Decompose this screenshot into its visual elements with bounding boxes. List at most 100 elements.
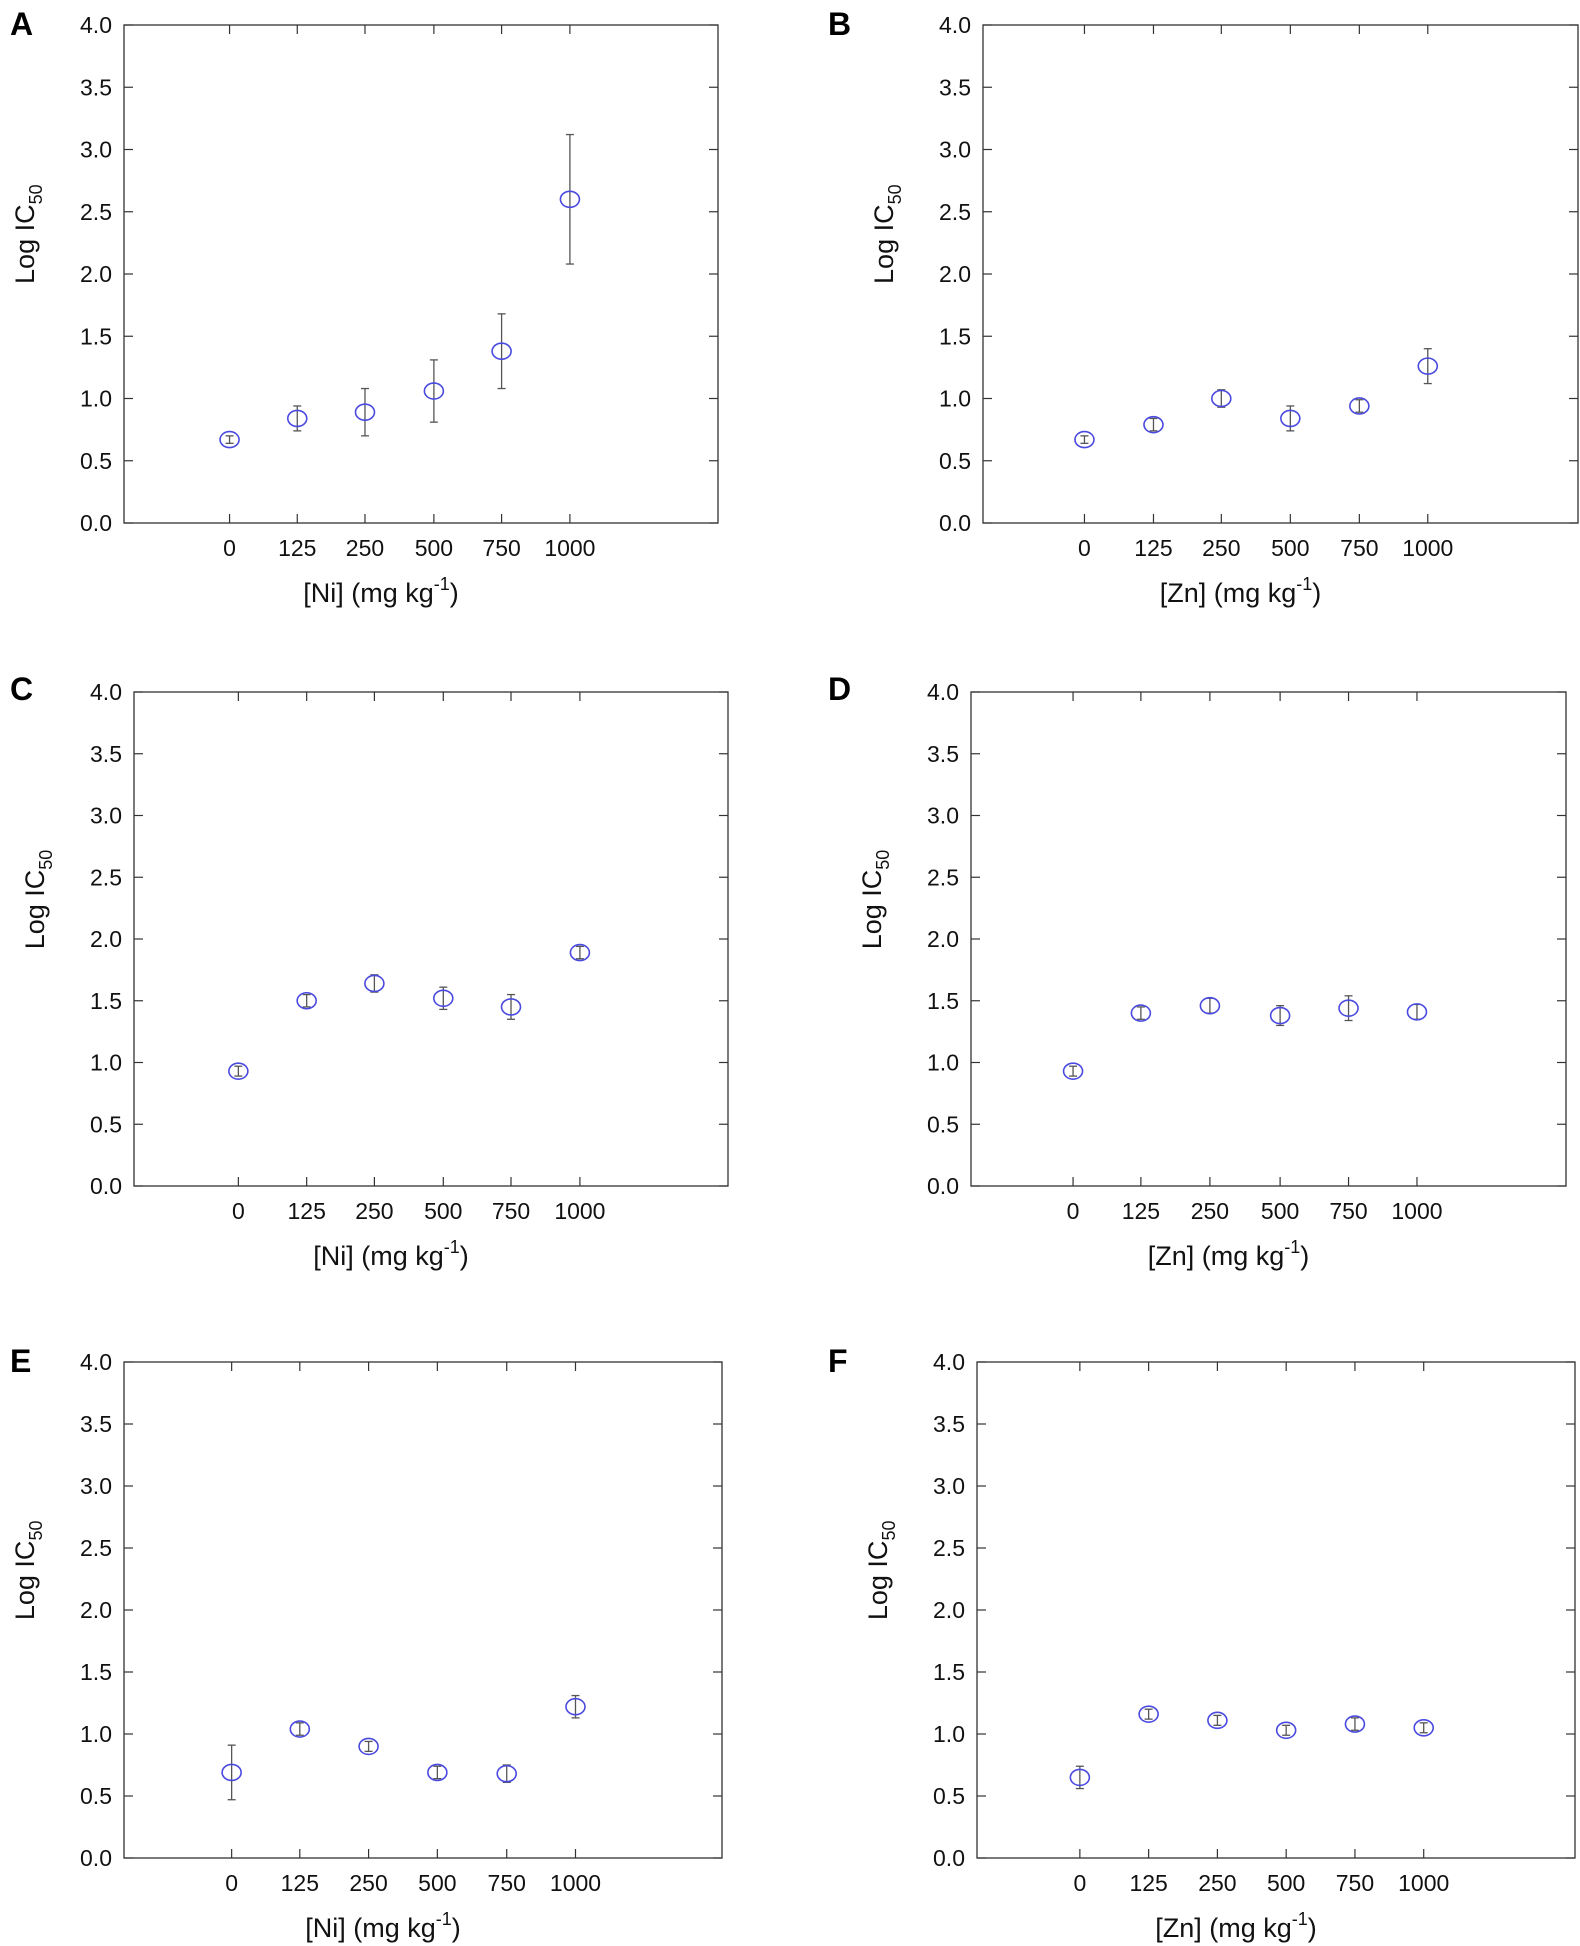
y-tick-label: 0.0: [933, 1845, 965, 1871]
y-axis-label-sub: 50: [885, 184, 905, 204]
x-axis-label-sup: -1: [1284, 1237, 1300, 1257]
x-tick-label: 1000: [544, 535, 595, 561]
x-tick-label: 0: [223, 535, 236, 561]
y-axis-label-sub: 50: [36, 850, 56, 870]
y-tick-label: 3.5: [90, 741, 122, 767]
x-tick-label: 500: [1267, 1870, 1305, 1896]
x-axis-label: [Ni] (mg kg-1): [313, 1237, 469, 1271]
y-axis-label-sub: 50: [26, 1521, 46, 1541]
y-tick-label: 4.0: [90, 679, 122, 705]
data-point: [1211, 389, 1232, 408]
data-point: [1062, 1062, 1084, 1080]
y-axis-label-main: Log IC: [863, 1541, 893, 1621]
x-tick-label: 750: [488, 1870, 526, 1896]
plot-frame: [976, 1361, 1576, 1859]
y-tick-label: 0.0: [80, 510, 112, 536]
x-axis-label-main: [Ni] (mg kg: [305, 1913, 436, 1943]
y-axis-label: Log IC50: [857, 850, 893, 950]
y-tick-label: 0.5: [80, 1783, 112, 1809]
x-tick-label: 1000: [1398, 1870, 1449, 1896]
x-tick-label: 250: [349, 1870, 387, 1896]
x-axis-label-tail: ): [460, 1241, 469, 1271]
x-axis-label-main: [Zn] (mg kg: [1160, 578, 1297, 608]
y-tick-label: 0.0: [927, 1173, 959, 1199]
x-tick-label: 1000: [550, 1870, 601, 1896]
x-axis-label-sup: -1: [1292, 1909, 1308, 1929]
y-tick-label: 2.0: [80, 1597, 112, 1623]
y-tick-label: 3.5: [80, 74, 112, 100]
y-tick-label: 3.5: [939, 74, 971, 100]
data-point: [427, 1763, 448, 1782]
y-axis-label-main: Log IC: [10, 1541, 40, 1621]
y-tick-label: 2.0: [939, 261, 971, 287]
data-point: [1275, 1721, 1297, 1740]
panel-letter: D: [828, 671, 851, 707]
x-tick-label: 500: [415, 535, 453, 561]
x-axis-label-sup: -1: [434, 574, 450, 594]
x-axis-label-tail: ): [1312, 578, 1321, 608]
y-tick-label: 4.0: [933, 1349, 965, 1375]
x-tick-label: 1000: [554, 1198, 605, 1224]
x-tick-label: 0: [232, 1198, 245, 1224]
data-point: [1413, 1719, 1435, 1737]
y-tick-label: 0.0: [939, 510, 971, 536]
panel-letter: E: [10, 1343, 31, 1379]
y-tick-label: 1.0: [939, 386, 971, 412]
y-tick-label: 1.0: [927, 1050, 959, 1076]
plot-frame: [123, 1361, 723, 1859]
y-axis-label: Log IC50: [20, 850, 56, 950]
y-tick-label: 1.5: [80, 323, 112, 349]
data-point: [1199, 996, 1221, 1015]
x-axis-label-main: [Ni] (mg kg: [303, 578, 434, 608]
y-tick-label: 2.0: [90, 926, 122, 952]
y-tick-label: 1.0: [933, 1721, 965, 1747]
y-tick-label: 4.0: [80, 1349, 112, 1375]
x-tick-label: 750: [492, 1198, 530, 1224]
plot-frame: [133, 691, 729, 1187]
data-point: [1338, 999, 1359, 1017]
x-axis-label-sup: -1: [1296, 574, 1312, 594]
y-axis-label-main: Log IC: [20, 870, 50, 950]
y-axis-label: Log IC50: [869, 184, 905, 284]
x-tick-label: 500: [418, 1870, 456, 1896]
y-tick-label: 1.0: [90, 1050, 122, 1076]
data-point: [1417, 357, 1439, 375]
x-axis-label-main: [Zn] (mg kg: [1148, 1241, 1285, 1271]
x-axis-label: [Zn] (mg kg-1): [1148, 1237, 1310, 1271]
data-point: [358, 1737, 379, 1756]
x-tick-label: 250: [346, 535, 384, 561]
data-point: [364, 974, 385, 993]
y-tick-label: 2.0: [80, 261, 112, 287]
x-tick-label: 750: [1340, 535, 1378, 561]
x-tick-label: 500: [424, 1198, 462, 1224]
y-tick-label: 1.5: [939, 323, 971, 349]
y-tick-label: 0.5: [939, 448, 971, 474]
data-point: [1406, 1003, 1428, 1021]
y-tick-label: 3.0: [933, 1473, 965, 1499]
data-point: [289, 1720, 311, 1738]
x-tick-label: 125: [278, 535, 316, 561]
y-tick-label: 4.0: [927, 679, 959, 705]
x-tick-label: 0: [1078, 535, 1091, 561]
x-axis-label-sup: -1: [444, 1237, 460, 1257]
y-tick-label: 2.5: [90, 864, 122, 890]
x-axis-label-tail: ): [450, 578, 459, 608]
y-tick-label: 2.0: [927, 926, 959, 952]
y-tick-label: 1.5: [80, 1659, 112, 1685]
y-tick-label: 3.5: [80, 1411, 112, 1437]
y-tick-label: 2.5: [939, 199, 971, 225]
y-tick-label: 2.5: [927, 864, 959, 890]
data-point: [432, 989, 454, 1008]
data-point: [1143, 415, 1164, 434]
y-tick-label: 1.0: [80, 386, 112, 412]
data-point: [219, 430, 240, 449]
data-point: [569, 943, 591, 962]
y-tick-label: 1.5: [933, 1659, 965, 1685]
data-point: [1130, 1004, 1152, 1022]
y-tick-label: 0.5: [933, 1783, 965, 1809]
